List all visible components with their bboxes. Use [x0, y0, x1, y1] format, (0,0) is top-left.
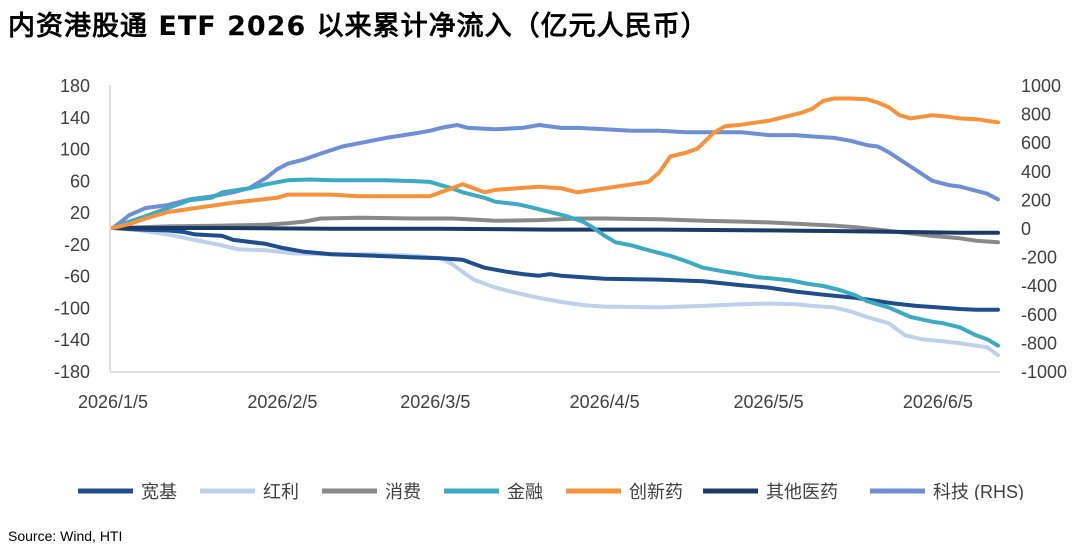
- chart-legend: 宽基 红利 消费 金融 创新药 其他医药 科技 (RHS): [78, 482, 1024, 500]
- legend-label: 红利: [263, 482, 299, 500]
- x-tick-label: 2026/5/5: [734, 392, 804, 412]
- x-tick-label: 2026/2/5: [247, 392, 317, 412]
- right-tick-label: 600: [1021, 133, 1051, 153]
- right-tick-label: -200: [1021, 248, 1057, 268]
- x-tick-label: 2026/3/5: [400, 392, 470, 412]
- left-tick-label: -140: [54, 330, 90, 350]
- left-tick-label: -100: [54, 298, 90, 318]
- right-tick-label: -1000: [1021, 362, 1067, 382]
- left-tick-label: -20: [64, 235, 90, 255]
- legend-label: 科技 (RHS): [933, 482, 1024, 500]
- right-tick-label: 200: [1021, 190, 1051, 210]
- series-line-4: [111, 96, 1000, 230]
- series-line-3: [111, 177, 1000, 348]
- source-note: Source: Wind, HTI: [8, 528, 123, 544]
- right-tick-label: 400: [1021, 162, 1051, 182]
- series-line-6: [111, 123, 1000, 230]
- right-tick-label: 1000: [1021, 76, 1061, 96]
- legend-label: 消费: [385, 482, 421, 500]
- left-tick-label: 180: [60, 76, 90, 96]
- right-tick-label: -400: [1021, 276, 1057, 296]
- series-line-0: [111, 226, 1000, 312]
- x-tick-label: 2026/6/5: [903, 392, 973, 412]
- right-tick-label: -600: [1021, 305, 1057, 325]
- legend-label: 创新药: [629, 482, 683, 500]
- left-tick-label: 20: [70, 203, 90, 223]
- chart-title: 内资港股通 ETF 2026 以来累计净流入（亿元人民币）: [8, 11, 709, 42]
- chart-axes: 180 140 100 60 20 -20 -60 -100 -140 -180 1000 800 60…: [54, 76, 1067, 412]
- left-tick-label: 140: [60, 108, 90, 128]
- chart-canvas: 180 140 100 60 20 -20 -60 -100 -140 -180 1000 800 60…: [54, 76, 1067, 500]
- x-tick-label: 2026/4/5: [570, 392, 640, 412]
- left-tick-label: -180: [54, 362, 90, 382]
- legend-label: 宽基: [141, 482, 177, 500]
- legend-label: 金融: [507, 482, 543, 500]
- right-tick-label: -800: [1021, 333, 1057, 353]
- legend-label: 其他医药: [766, 482, 838, 500]
- series-line-5: [111, 226, 1000, 235]
- right-tick-label: 0: [1021, 219, 1031, 239]
- x-tick-label: 2026/1/5: [78, 392, 148, 412]
- left-tick-label: -60: [64, 267, 90, 287]
- left-tick-label: 60: [70, 171, 90, 191]
- right-tick-label: 800: [1021, 105, 1051, 125]
- left-tick-label: 100: [60, 140, 90, 160]
- series-line-1: [111, 226, 1000, 358]
- chart-lines: [111, 96, 1000, 358]
